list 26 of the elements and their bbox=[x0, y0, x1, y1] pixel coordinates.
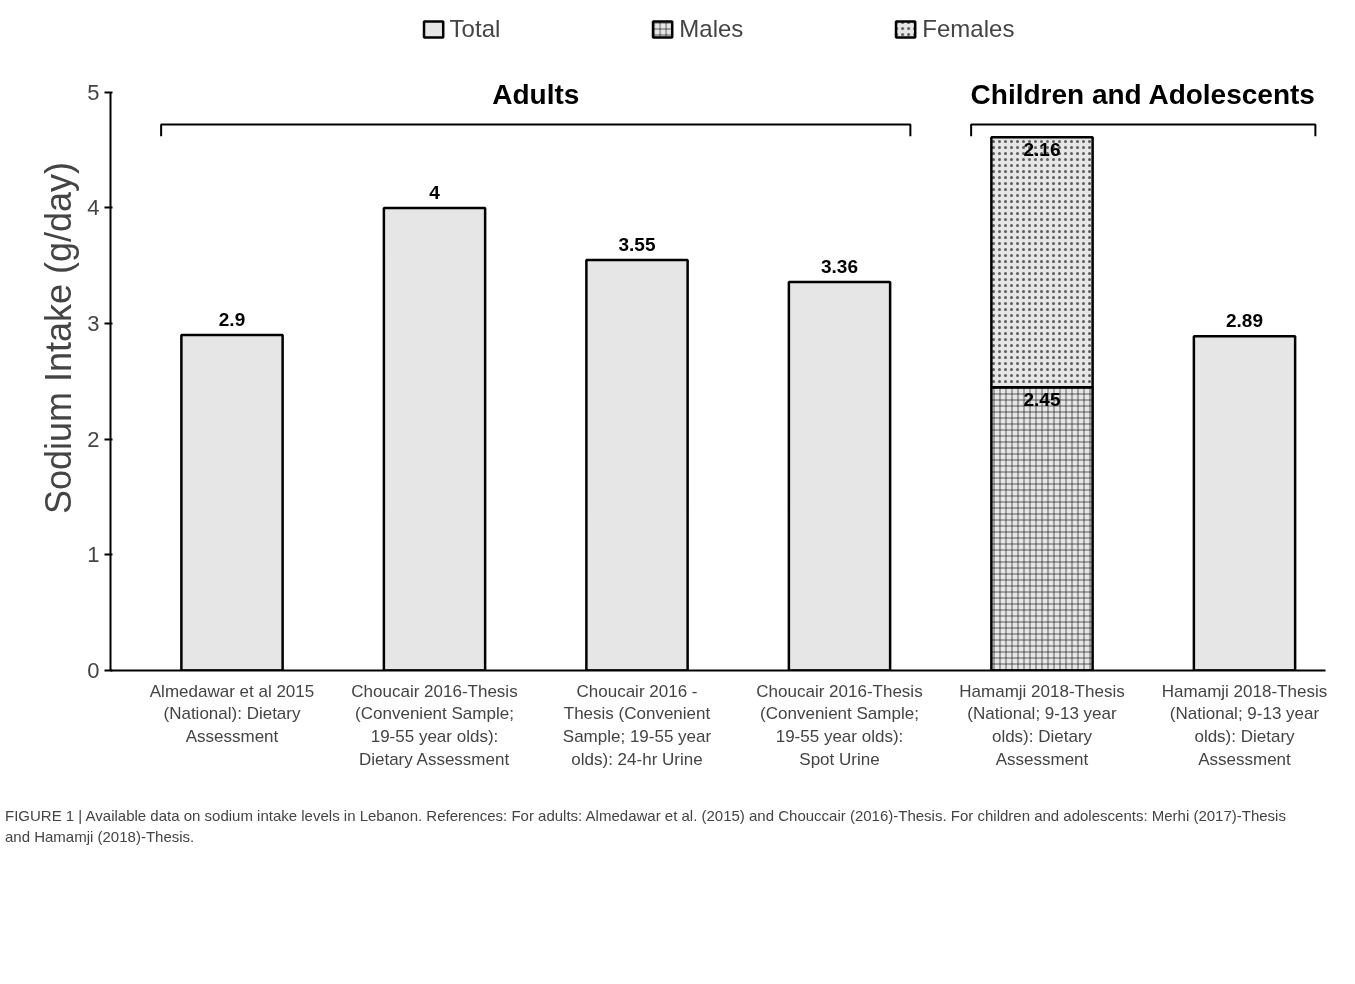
y-tick-label: 3 bbox=[87, 311, 100, 337]
x-tick-label: Hamamji 2018-Thesis (National; 9-13 year olds): Dietary Assessment bbox=[959, 681, 1125, 769]
y-tick-label: 5 bbox=[87, 79, 100, 105]
annotation: Adults bbox=[492, 79, 580, 111]
x-tick-label: Choucair 2016-Thesis (Convenient Sample; 19-55 year olds): Spot Urine bbox=[756, 681, 923, 769]
data-label: 3.55 bbox=[618, 233, 656, 255]
y-tick-label: 4 bbox=[87, 195, 100, 221]
y-tick-label: 0 bbox=[87, 658, 100, 683]
caption: FIGURE 1 | Available data on sodium intake levels in Lebanon. References: For adults: Almedawar et al. (2015) and Chouccair (2016)-Thesis. For children and adolescents: Merhi (2017)-Thesis and Hamamji (2018)-Thesis. bbox=[5, 806, 1287, 848]
x-tick-label: Hamamji 2018-Thesis (National; 9-13 year olds): Dietary Assessment bbox=[1161, 681, 1328, 769]
legend-label: Males bbox=[679, 15, 744, 43]
legend-label: Females bbox=[922, 15, 1015, 43]
data-label: 2.89 bbox=[1226, 310, 1263, 332]
data-label: 3.36 bbox=[821, 255, 858, 277]
legend-label: Total bbox=[449, 15, 501, 43]
data-label: 2.45 bbox=[1023, 388, 1061, 410]
x-tick-label: Choucair 2016 - Thesis (Convenient Sample; 19-55 year olds): 24-hr Urine bbox=[562, 681, 712, 769]
y-axis-title: Sodium Intake (g/day) bbox=[38, 161, 80, 515]
y-tick-label: 2 bbox=[87, 426, 100, 452]
annotation: Children and Adolescents bbox=[970, 79, 1315, 111]
data-label: 2.9 bbox=[218, 308, 246, 330]
x-tick-label: Choucair 2016-Thesis (Convenient Sample; 19-55 year olds): Dietary Assessment bbox=[351, 681, 518, 769]
data-label: 2.16 bbox=[1023, 139, 1061, 161]
data-label: 4 bbox=[429, 181, 441, 203]
x-tick-label: Almedawar et al 2015 (National): Dietary Assessment bbox=[149, 681, 315, 747]
y-tick-label: 1 bbox=[87, 542, 100, 568]
